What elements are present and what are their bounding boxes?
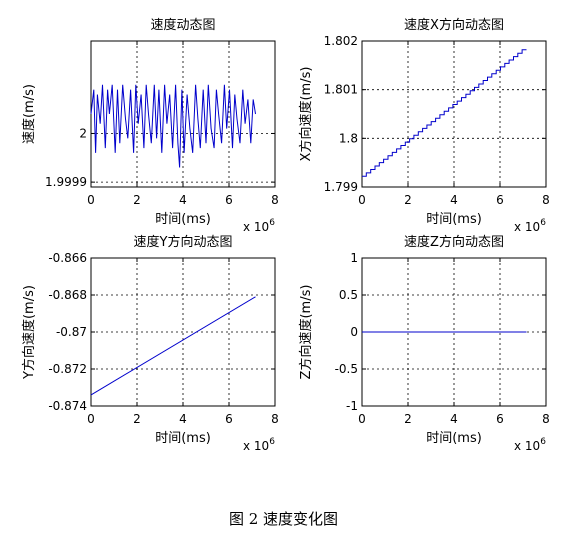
x-exponent-power: 6 [269, 437, 275, 447]
x-axis-label: 时间(ms) [155, 431, 211, 446]
y-tick-label: -0.87 [56, 325, 87, 339]
figure-caption: 图 2 速度变化图 [228, 510, 339, 528]
x-axis-label: 时间(ms) [155, 212, 211, 227]
x-tick-label: 4 [450, 412, 458, 426]
y-tick-label: 1.8 [339, 131, 358, 145]
x-tick-label: 8 [271, 193, 279, 207]
x-axis-label: 时间(ms) [426, 212, 482, 227]
x-exponent-base: x 10 [243, 220, 269, 234]
y-axis-label: Y方向速度(m/s) [21, 285, 37, 380]
x-tick-label: 2 [133, 412, 141, 426]
x-tick-label: 2 [133, 193, 141, 207]
y-tick-label: -0.872 [48, 362, 87, 376]
x-exponent-label: x 106 [514, 218, 546, 234]
y-tick-label: 1.802 [324, 34, 358, 48]
y-axis-label: Z方向速度(m/s) [298, 285, 314, 380]
subplot-3: 0 2 4 6 8 -0.874 -0.872 -0.87 -0.868 -0.866 速度Y方向动… [21, 234, 279, 453]
x-tick-label: 4 [179, 412, 187, 426]
x-tick-label: 8 [542, 412, 550, 426]
subplot-title: 速度Z方向动态图 [404, 234, 504, 250]
x-tick-label: 4 [179, 193, 187, 207]
y-tick-label: -0.5 [335, 362, 358, 376]
data-line [90, 296, 256, 396]
x-exponent-label: x 106 [243, 437, 275, 453]
x-tick-label: 6 [225, 412, 233, 426]
subplot-title: 速度Y方向动态图 [134, 234, 233, 250]
subplot-title: 速度X方向动态图 [404, 17, 504, 33]
x-axis-label: 时间(ms) [426, 431, 482, 446]
x-tick-label: 0 [87, 412, 95, 426]
y-tick-label: -0.874 [48, 399, 87, 413]
x-tick-label: 2 [404, 193, 412, 207]
x-tick-label: 6 [225, 193, 233, 207]
x-exponent-label: x 106 [243, 218, 275, 234]
subplot-title: 速度动态图 [150, 17, 215, 33]
y-tick-label: 1.799 [324, 180, 358, 194]
y-axis-label: X方向速度(m/s) [298, 67, 314, 162]
x-exponent-power: 6 [540, 437, 546, 447]
x-exponent-power: 6 [540, 218, 546, 228]
y-axis-label: 速度(m/s) [21, 84, 37, 144]
y-tick-label: -1 [346, 399, 358, 413]
x-tick-label: 2 [404, 412, 412, 426]
x-tick-label: 0 [87, 193, 95, 207]
x-tick-label: 0 [358, 412, 366, 426]
x-exponent-base: x 10 [243, 439, 269, 453]
y-tick-label: 1.9999 [45, 175, 87, 189]
y-tick-label: 2 [79, 126, 87, 140]
y-tick-label: 0.5 [339, 288, 358, 302]
x-tick-label: 6 [496, 193, 504, 207]
x-exponent-label: x 106 [514, 437, 546, 453]
x-tick-label: 4 [450, 193, 458, 207]
x-exponent-base: x 10 [514, 439, 540, 453]
y-tick-label: -0.866 [48, 251, 87, 265]
y-tick-label: 0 [350, 325, 358, 339]
x-exponent-base: x 10 [514, 220, 540, 234]
x-tick-label: 0 [358, 193, 366, 207]
x-exponent-power: 6 [269, 218, 275, 228]
x-tick-label: 8 [542, 193, 550, 207]
y-tick-label: -0.868 [48, 288, 87, 302]
y-tick-label: 1 [350, 251, 358, 265]
y-tick-label: 1.801 [324, 83, 358, 97]
x-tick-label: 6 [496, 412, 504, 426]
data-line [362, 49, 527, 177]
data-line [90, 84, 256, 168]
x-tick-label: 8 [271, 412, 279, 426]
